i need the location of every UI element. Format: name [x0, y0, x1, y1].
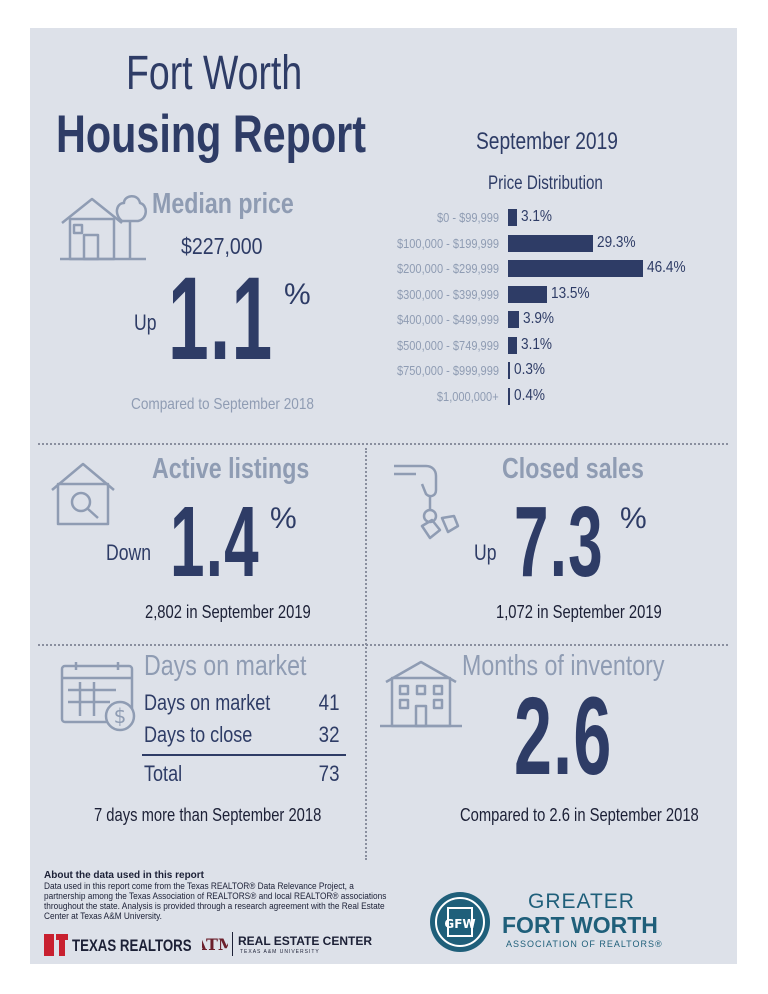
median-comparison: Compared to September 2018 — [131, 396, 314, 413]
dom-note: 7 days more than September 2018 — [94, 805, 322, 825]
svg-text:GFW: GFW — [444, 917, 475, 931]
chart-value-label: 3.9% — [523, 310, 555, 327]
dom-total-value: 73 — [318, 761, 339, 786]
gfw-line2: FORT WORTH — [502, 912, 658, 938]
chart-row: $1,000,000+ 0.4% — [30, 387, 737, 406]
title-city: Fort Worth — [126, 47, 303, 100]
rec-text: REAL ESTATE CENTER — [238, 934, 373, 948]
dom-row-value: 32 — [318, 722, 339, 747]
chart-bar — [508, 285, 548, 303]
moi-value: 2.6 — [514, 675, 613, 798]
svg-text:$: $ — [114, 704, 127, 728]
chart-title: Price Distribution — [488, 173, 603, 194]
moi-heading: Months of inventory — [462, 650, 665, 682]
divider-vertical — [365, 448, 367, 860]
chart-value-label: 29.3% — [596, 233, 636, 251]
median-direction: Up — [134, 310, 157, 335]
report-date: September 2019 — [476, 128, 618, 155]
dom-row-days: Days on market 41 — [144, 690, 339, 716]
chart-category-label: $0 - $99,999 — [436, 210, 499, 225]
price-distribution-chart: $0 - $99,999 3.1% $100,000 - $199,999 29.3%… — [30, 208, 737, 408]
chart-bar — [508, 234, 593, 252]
texas-realtors-icon — [44, 934, 68, 956]
active-note: 2,802 in September 2019 — [145, 602, 311, 622]
apartment-building-icon — [378, 658, 464, 730]
chart-value-label: 13.5% — [551, 284, 590, 302]
dom-total-rule — [142, 754, 346, 756]
dom-heading: Days on market — [144, 650, 307, 682]
chart-value-label: 0.4% — [514, 386, 545, 404]
median-percent-sign: % — [284, 278, 311, 311]
chart-category-label: $300,000 - $399,999 — [397, 286, 499, 302]
about-title: About the data used in this report — [44, 870, 205, 881]
hand-keys-icon — [392, 460, 470, 544]
atm-icon: ATM — [202, 935, 228, 954]
median-price-heading: Median price — [152, 188, 294, 220]
active-direction: Down — [106, 540, 151, 565]
closed-note: 1,072 in September 2019 — [496, 602, 662, 622]
chart-category-label: $1,000,000+ — [437, 388, 499, 404]
chart-value-label: 3.1% — [520, 208, 552, 225]
gfw-line1: GREATER — [528, 890, 635, 913]
dom-row-value: 41 — [318, 690, 339, 715]
house-search-icon — [48, 460, 118, 528]
chart-row: $400,000 - $499,999 3.9% — [30, 310, 737, 329]
closed-change: 7.3 — [514, 486, 604, 598]
rec-subtext: TEXAS A&M UNIVERSITY — [240, 949, 320, 955]
closed-sales-heading: Closed sales — [502, 453, 644, 485]
active-listings-heading: Active listings — [152, 453, 310, 485]
median-price-value: $227,000 — [181, 233, 263, 259]
gfw-line3: ASSOCIATION OF REALTORS® — [506, 939, 663, 949]
chart-value-label: 0.3% — [514, 361, 545, 378]
chart-bar — [508, 387, 510, 405]
chart-bar — [508, 336, 517, 354]
chart-value-label: 3.1% — [520, 335, 552, 353]
dom-row-close: Days to close 32 — [144, 722, 339, 748]
median-change: 1.1 — [168, 253, 274, 385]
chart-bar — [508, 362, 510, 379]
chart-row: $500,000 - $749,999 3.1% — [30, 336, 737, 355]
divider-2 — [38, 644, 728, 646]
dom-total-label: Total — [144, 761, 183, 786]
chart-row: $0 - $99,999 3.1% — [30, 208, 737, 227]
texas-realtors-text: TEXAS REALTORS — [72, 936, 192, 955]
chart-category-label: $200,000 - $299,999 — [397, 261, 499, 276]
chart-row: $100,000 - $199,999 29.3% — [30, 234, 737, 253]
chart-bar — [508, 311, 520, 328]
active-change: 1.4 — [170, 486, 260, 598]
chart-row: $750,000 - $999,999 0.3% — [30, 361, 737, 380]
moi-note: Compared to 2.6 in September 2018 — [460, 805, 699, 825]
chart-row: $300,000 - $399,999 13.5% — [30, 285, 737, 304]
dom-row-label: Days to close — [144, 722, 253, 747]
report-panel: Fort Worth Housing Report September 2019… — [30, 28, 737, 964]
title-report: Housing Report — [56, 105, 367, 164]
chart-value-label: 46.4% — [646, 259, 686, 276]
about-text: Data used in this report come from the T… — [44, 881, 387, 921]
chart-bar — [508, 209, 517, 226]
dom-row-label: Days on market — [144, 690, 271, 715]
gfw-emblem-icon: GFW — [428, 890, 492, 959]
chart-category-label: $500,000 - $749,999 — [397, 337, 499, 353]
active-percent-sign: % — [270, 502, 297, 535]
house-tree-icon — [58, 191, 148, 263]
chart-row: $200,000 - $299,999 46.4% — [30, 259, 737, 278]
divider-1 — [38, 443, 728, 445]
chart-bar — [508, 260, 643, 277]
closed-direction: Up — [474, 540, 497, 565]
dom-row-total: Total 73 — [144, 761, 339, 787]
calendar-dollar-icon: $ — [60, 660, 140, 734]
svg-text:ATM: ATM — [202, 935, 228, 954]
chart-category-label: $100,000 - $199,999 — [397, 235, 499, 251]
chart-category-label: $750,000 - $999,999 — [397, 363, 499, 378]
closed-percent-sign: % — [620, 502, 647, 535]
chart-category-label: $400,000 - $499,999 — [397, 312, 499, 327]
